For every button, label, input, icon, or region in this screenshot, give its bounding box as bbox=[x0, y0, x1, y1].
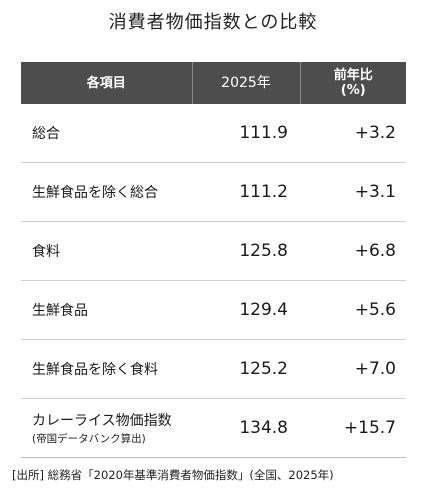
row-value: 134.8 bbox=[192, 398, 300, 458]
table-row: 食料 125.8 +6.8 bbox=[21, 221, 406, 281]
table-row: カレーライス物価指数 (帝国データバンク算出) 134.8 +15.7 bbox=[21, 398, 406, 458]
row-value: 111.2 bbox=[192, 162, 300, 222]
table-row: 総合 111.9 +3.2 bbox=[21, 104, 406, 163]
page-title: 消費者物価指数との比較 bbox=[108, 12, 318, 33]
row-value: 125.8 bbox=[192, 221, 300, 281]
row-value: 111.9 bbox=[192, 104, 300, 163]
row-change: +7.0 bbox=[300, 339, 406, 399]
row-label-text: 生鮮食品を除く食料 bbox=[32, 362, 158, 378]
row-change: +5.6 bbox=[300, 280, 406, 340]
row-change: +3.1 bbox=[300, 162, 406, 222]
row-label-text: 食料 bbox=[32, 244, 60, 260]
table-row: 生鮮食品を除く総合 111.2 +3.1 bbox=[21, 162, 406, 222]
row-label: 生鮮食品を除く総合 bbox=[21, 162, 192, 222]
row-change: +3.2 bbox=[300, 104, 406, 163]
row-label: 生鮮食品 bbox=[21, 280, 192, 340]
row-label: 食料 bbox=[21, 221, 192, 281]
header-year: 2025年 bbox=[191, 62, 300, 104]
row-sublabel: (帝国データバンク算出) bbox=[32, 433, 146, 445]
source-note: [出所] 総務省「2020年基準消費者物価指数」(全国、2025年) bbox=[12, 468, 334, 482]
row-value: 125.2 bbox=[192, 339, 300, 399]
row-label-text: 総合 bbox=[32, 126, 60, 142]
row-label: カレーライス物価指数 (帝国データバンク算出) bbox=[21, 398, 192, 458]
header-change-line1: 前年比 bbox=[333, 68, 373, 83]
row-label-text: 生鮮食品を除く総合 bbox=[32, 185, 158, 201]
row-label-text: 生鮮食品 bbox=[32, 303, 88, 319]
row-value: 129.4 bbox=[192, 280, 300, 340]
header-item: 各項目 bbox=[21, 62, 192, 104]
row-change: +15.7 bbox=[300, 398, 406, 458]
row-label-text: カレーライス物価指数 bbox=[32, 413, 172, 429]
header-change-line2: (%) bbox=[340, 83, 366, 98]
table-header-row: 各項目 2025年 前年比 (%) bbox=[21, 62, 406, 104]
table-row: 生鮮食品 129.4 +5.6 bbox=[21, 280, 406, 340]
cpi-comparison-table: 各項目 2025年 前年比 (%) 総合 111.9 +3.2 生鮮食品を除く総… bbox=[21, 62, 406, 458]
row-label: 総合 bbox=[21, 104, 192, 163]
row-label: 生鮮食品を除く食料 bbox=[21, 339, 192, 399]
table-row: 生鮮食品を除く食料 125.2 +7.0 bbox=[21, 339, 406, 399]
row-change: +6.8 bbox=[300, 221, 406, 281]
header-change: 前年比 (%) bbox=[299, 62, 406, 104]
